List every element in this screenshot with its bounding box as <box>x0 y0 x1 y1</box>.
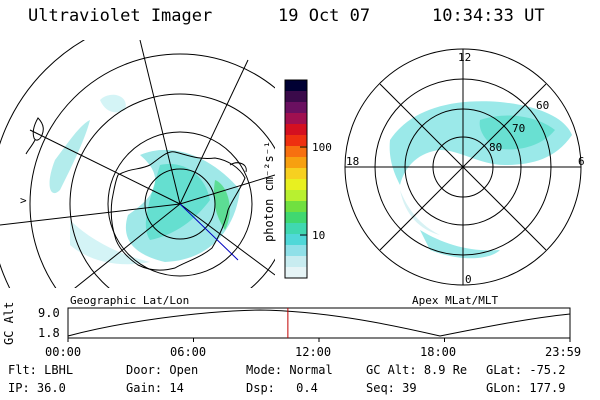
info-glon: GLon: 177.9 <box>486 381 566 395</box>
header-time: 10:34:33 UT <box>432 6 545 26</box>
info-glat: GLat: -75.2 <box>486 363 566 377</box>
instrument-title: Ultraviolet Imager <box>28 6 213 26</box>
colorbar-swatch <box>285 91 307 103</box>
mlat-label-80: 80 <box>489 141 502 154</box>
colorbar-swatch <box>285 212 307 224</box>
timeline-y-tick-max: 9.0 <box>38 306 60 320</box>
timeline-x-tick-2359: 23:59 <box>545 345 582 359</box>
timeline-y-axis-label: GC Alt <box>2 301 16 345</box>
colorbar-swatch <box>285 223 307 235</box>
colorbar-swatch <box>285 113 307 125</box>
info-ip: IP: 36.0 <box>8 381 66 395</box>
info-door: Door: Open <box>126 363 199 377</box>
colorbar-swatch <box>285 179 307 191</box>
info-flt: Flt: LBHL <box>8 363 74 377</box>
colorbar-swatch <box>285 135 307 147</box>
colorbar-swatch <box>285 80 307 92</box>
colorbar-tick-label: 10 <box>312 229 325 242</box>
antarctica-coastline <box>110 151 246 271</box>
info-gain: Gain: 14 <box>126 381 184 395</box>
info-seq: Seq: 39 <box>366 381 417 395</box>
mlt-label-18: 18 <box>346 155 359 168</box>
colorbar-swatch <box>285 267 307 279</box>
colorbar-swatch <box>285 102 307 114</box>
colorbar-gradient <box>285 80 307 279</box>
colorbar-swatch <box>285 168 307 180</box>
info-mode: Mode: Normal <box>246 363 333 377</box>
timeline-x-tick-0600: 06:00 <box>170 345 207 359</box>
mlt-label-0: 0 <box>465 273 472 286</box>
edge-marker: > <box>20 194 27 207</box>
colorbar-swatch <box>285 190 307 202</box>
timeline-x-tick-0000: 00:00 <box>45 345 82 359</box>
colorbar-tick-label: 100 <box>312 141 332 154</box>
colorbar-swatch <box>285 201 307 213</box>
mlt-label-6: 6 <box>578 155 585 168</box>
info-gc-alt: GC Alt: 8.9 Re <box>366 363 468 377</box>
left-panel-caption: Geographic Lat/Lon <box>70 294 190 307</box>
timeline-x-tick-1200: 12:00 <box>295 345 332 359</box>
colorbar-swatch <box>285 234 307 246</box>
right-panel-caption: Apex MLat/MLT <box>412 294 499 307</box>
colorbar-swatch <box>285 146 307 158</box>
mlt-label-12: 12 <box>458 51 471 64</box>
new-zealand-coastline <box>32 117 44 141</box>
mlat-label-60: 60 <box>536 99 549 112</box>
colorbar-swatch <box>285 124 307 136</box>
altitude-curve <box>67 309 571 337</box>
timeline-x-ticks <box>67 338 571 342</box>
timeline-x-tick-1800: 18:00 <box>420 345 457 359</box>
colorbar-swatch <box>285 256 307 268</box>
header-date: 19 Oct 07 <box>278 6 371 26</box>
info-dsp: Dsp: 0.4 <box>246 381 318 395</box>
colorbar-swatch <box>285 157 307 169</box>
mlat-label-70: 70 <box>512 122 525 135</box>
colorbar-swatch <box>285 245 307 257</box>
timeline-y-tick-min: 1.8 <box>38 326 60 340</box>
